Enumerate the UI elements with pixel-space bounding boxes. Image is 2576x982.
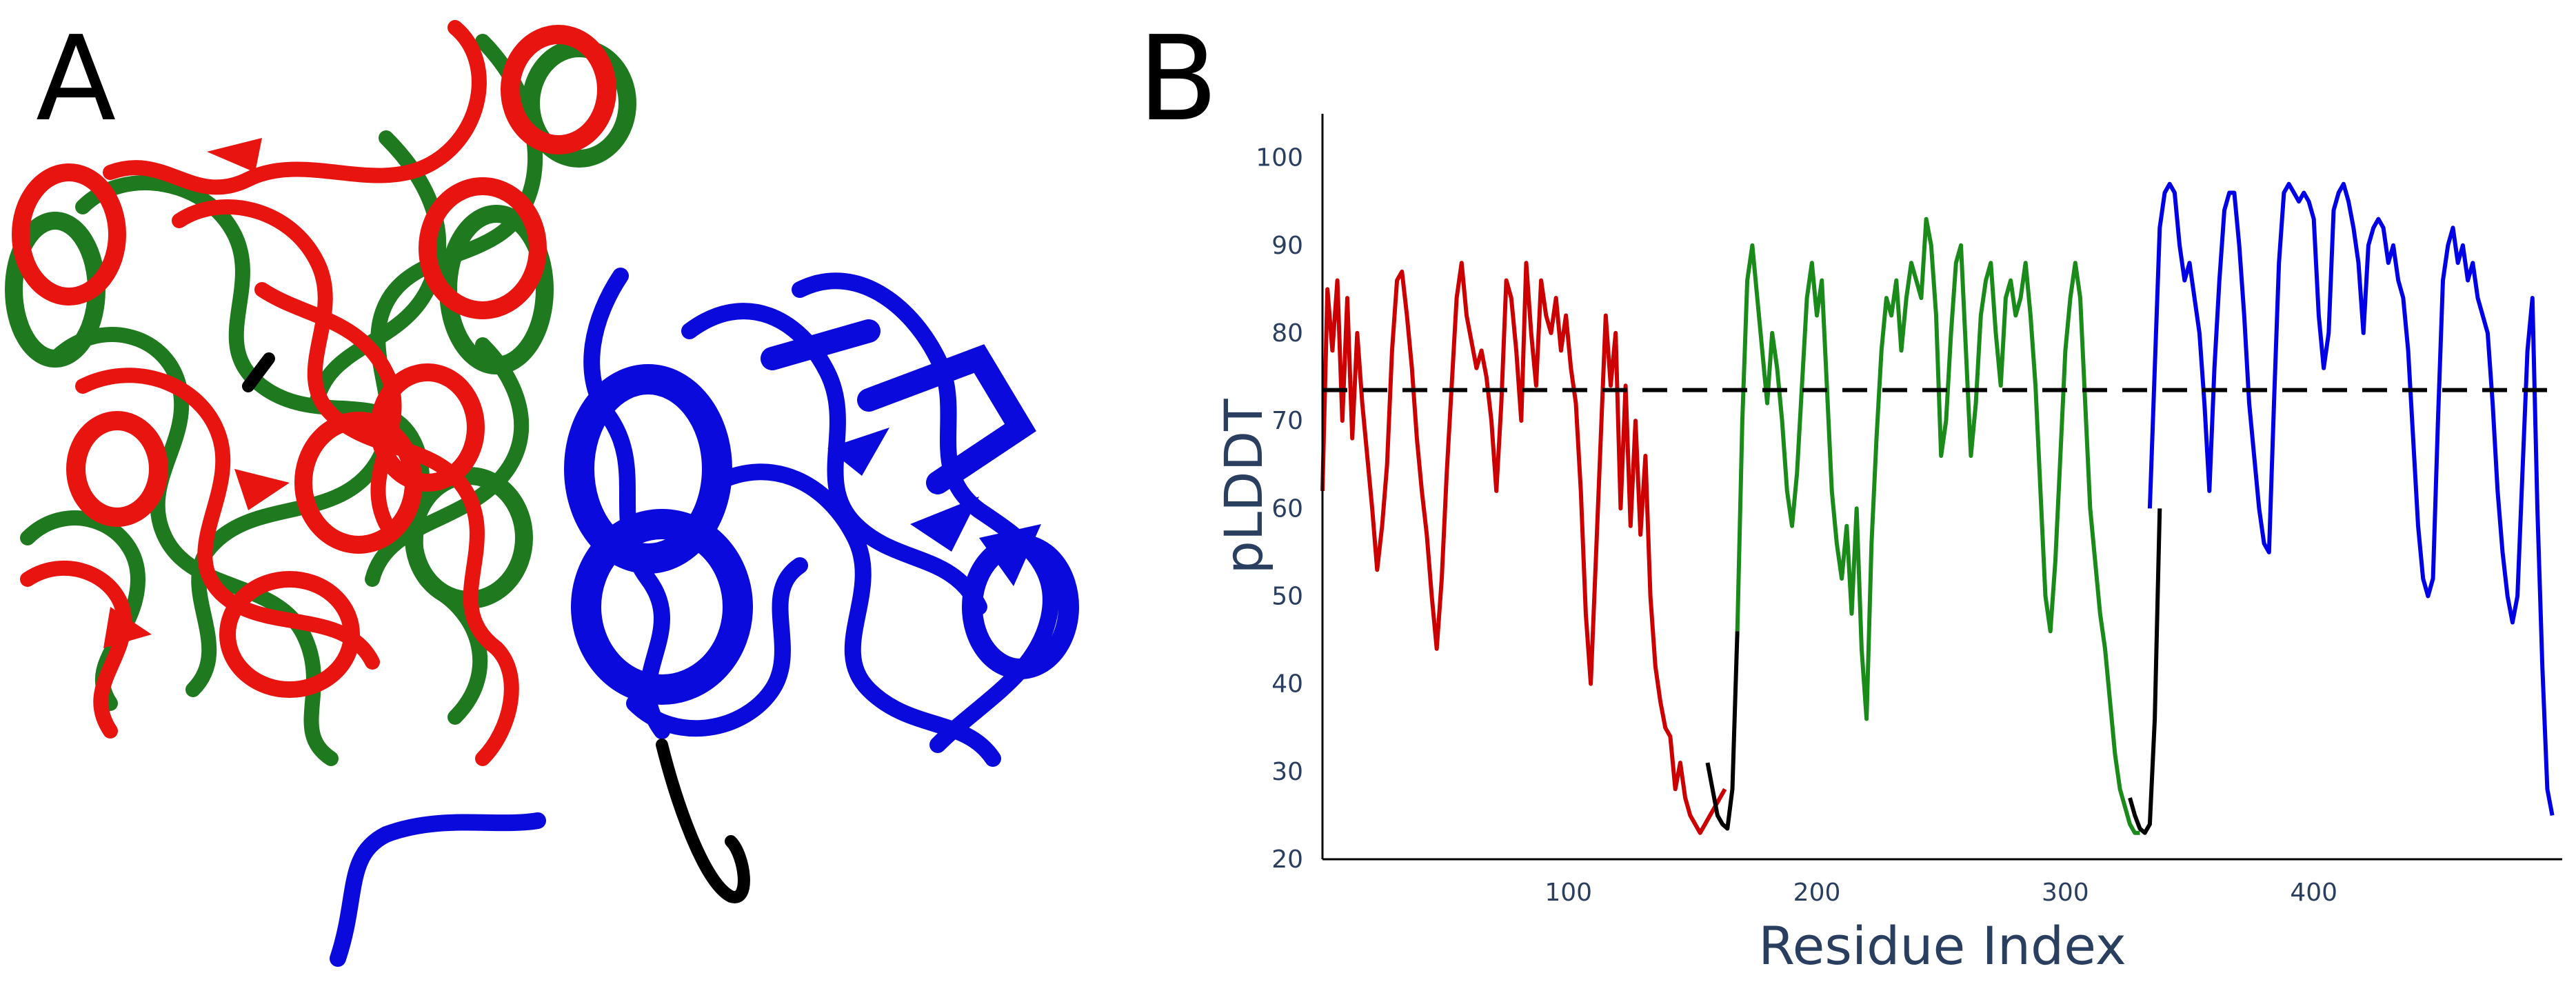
panel-label-a: A: [36, 11, 117, 148]
x-tick-label: 200: [1793, 879, 1841, 907]
y-axis-title: pLDDT: [1213, 399, 1274, 574]
series-line-3: [1705, 631, 1740, 831]
x-axis-ticks: 100 200 300 400: [1544, 879, 2337, 907]
y-tick-label: 60: [1271, 494, 1303, 523]
series-line-4: [2128, 508, 2162, 835]
panel-label-b: B: [1138, 11, 1218, 148]
y-tick-label: 70: [1271, 407, 1303, 435]
x-tick-label: 100: [1544, 879, 1592, 907]
y-tick-label: 20: [1271, 845, 1303, 874]
series-line-2: [2147, 181, 2555, 816]
y-tick-label: 30: [1271, 758, 1303, 786]
x-tick-label: 300: [2042, 879, 2089, 907]
x-tick-label: 400: [2290, 879, 2337, 907]
y-tick-label: 80: [1271, 319, 1303, 348]
y-tick-label: 40: [1271, 670, 1303, 699]
y-tick-label: 50: [1271, 582, 1303, 610]
y-tick-label: 90: [1271, 232, 1303, 260]
series-layer: [1320, 181, 2555, 835]
blue-domain: [330, 268, 1079, 967]
series-line-0: [1320, 261, 1727, 835]
red-domain: [12, 20, 616, 766]
y-axis-ticks: 20 30 40 50 60 70 80 90 100: [1256, 144, 1303, 874]
protein-structure-illustration: [5, 20, 1079, 967]
black-linker: [242, 352, 750, 903]
y-tick-label: 100: [1256, 144, 1303, 172]
series-line-1: [1735, 217, 2140, 835]
x-axis-title: Residue Index: [1758, 915, 2126, 976]
